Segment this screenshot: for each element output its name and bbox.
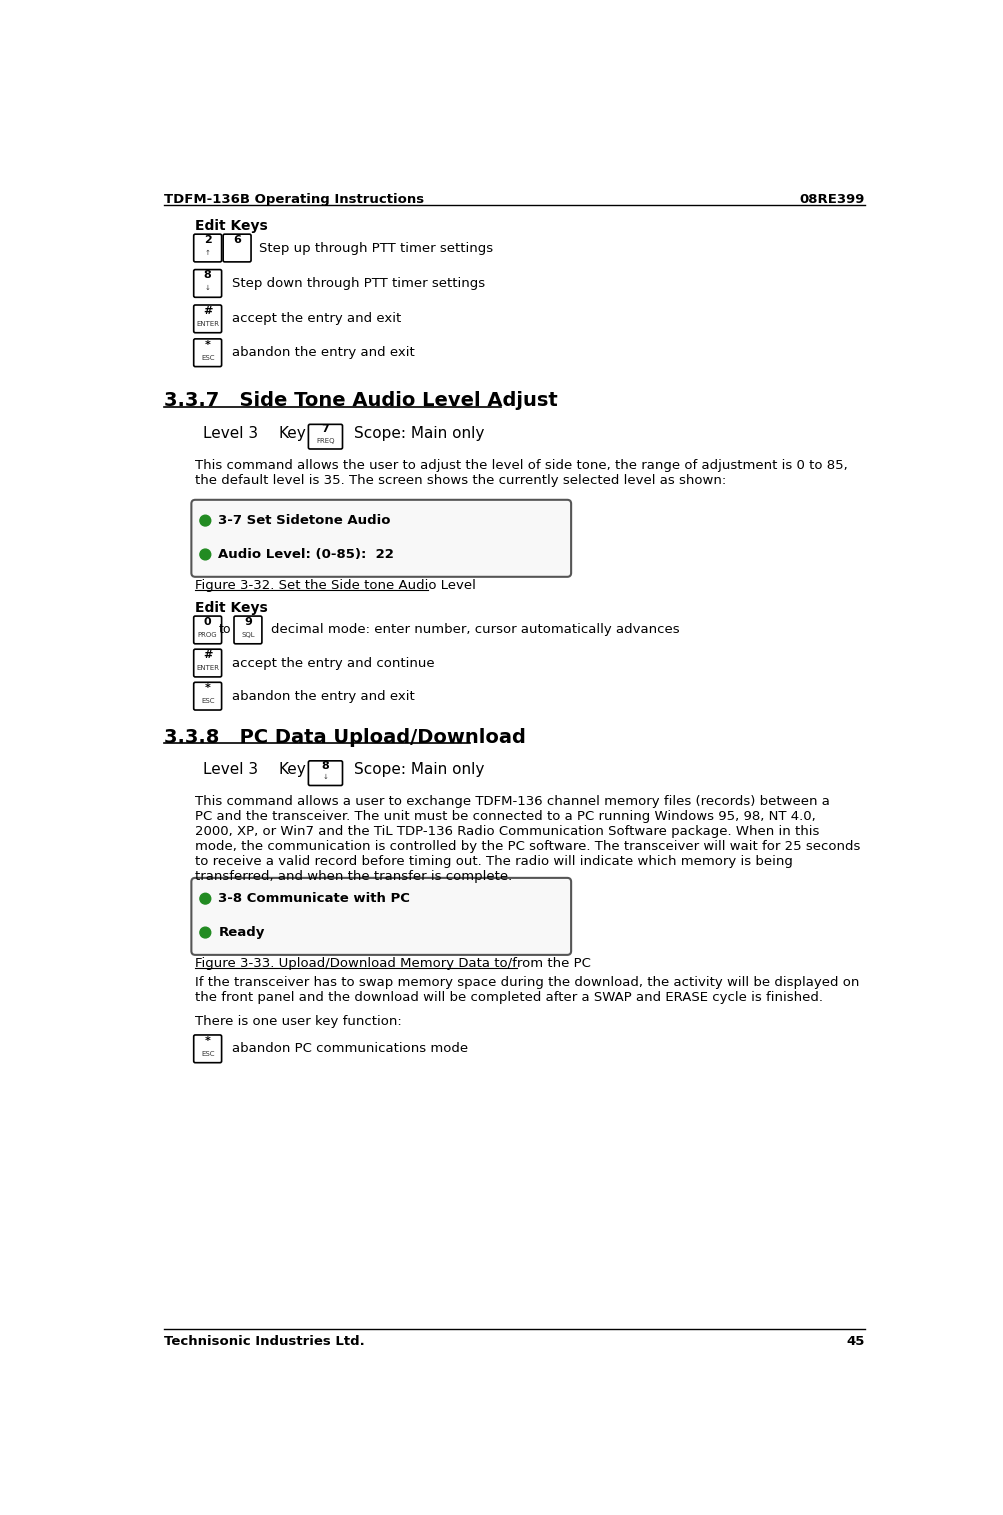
Text: 3.3.7   Side Tone Audio Level Adjust: 3.3.7 Side Tone Audio Level Adjust (164, 391, 558, 411)
FancyBboxPatch shape (308, 761, 342, 785)
Text: 8: 8 (204, 271, 212, 280)
Text: #: # (203, 306, 212, 317)
Text: ↓: ↓ (322, 774, 328, 780)
Text: PROG: PROG (198, 632, 218, 638)
Text: If the transceiver has to swap memory space during the download, the activity wi: If the transceiver has to swap memory sp… (195, 977, 859, 1004)
Text: Level 3: Level 3 (203, 762, 258, 777)
Text: decimal mode: enter number, cursor automatically advances: decimal mode: enter number, cursor autom… (271, 624, 679, 636)
Text: Edit Keys: Edit Keys (195, 218, 268, 233)
Text: accept the entry and continue: accept the entry and continue (233, 656, 434, 670)
FancyBboxPatch shape (194, 339, 222, 367)
Text: 0: 0 (204, 617, 212, 627)
Text: 08RE399: 08RE399 (798, 194, 864, 206)
FancyBboxPatch shape (308, 424, 342, 448)
Text: Figure 3-33. Upload/Download Memory Data to/from the PC: Figure 3-33. Upload/Download Memory Data… (195, 957, 591, 970)
Text: to: to (219, 624, 231, 636)
Text: 45: 45 (846, 1335, 864, 1348)
Circle shape (200, 548, 211, 561)
FancyBboxPatch shape (192, 500, 571, 577)
Text: Scope: Main only: Scope: Main only (354, 426, 484, 441)
FancyBboxPatch shape (192, 877, 571, 954)
Circle shape (200, 927, 211, 938)
Text: FREQ: FREQ (316, 438, 334, 444)
Text: 9: 9 (244, 617, 252, 627)
Circle shape (200, 515, 211, 526)
Text: ESC: ESC (201, 1051, 215, 1056)
FancyBboxPatch shape (194, 650, 222, 677)
Text: 3.3.8   PC Data Upload/Download: 3.3.8 PC Data Upload/Download (164, 727, 526, 747)
Text: accept the entry and exit: accept the entry and exit (233, 312, 401, 326)
Text: Technisonic Industries Ltd.: Technisonic Industries Ltd. (164, 1335, 365, 1348)
Text: Scope: Main only: Scope: Main only (354, 762, 484, 777)
FancyBboxPatch shape (234, 617, 262, 644)
Text: Audio Level: (0-85):  22: Audio Level: (0-85): 22 (219, 548, 394, 561)
Text: Step down through PTT timer settings: Step down through PTT timer settings (233, 277, 485, 289)
FancyBboxPatch shape (194, 682, 222, 711)
Text: 2: 2 (204, 235, 212, 245)
Text: 3-7 Set Sidetone Audio: 3-7 Set Sidetone Audio (219, 514, 390, 527)
Text: 3-8 Communicate with PC: 3-8 Communicate with PC (219, 892, 410, 904)
Text: Figure 3-32. Set the Side tone Audio Level: Figure 3-32. Set the Side tone Audio Lev… (195, 579, 475, 592)
Text: Key: Key (279, 426, 306, 441)
Text: abandon the entry and exit: abandon the entry and exit (233, 347, 415, 359)
Text: abandon the entry and exit: abandon the entry and exit (233, 689, 415, 703)
Circle shape (200, 894, 211, 904)
Text: abandon PC communications mode: abandon PC communications mode (233, 1042, 468, 1056)
Text: #: # (203, 650, 212, 661)
FancyBboxPatch shape (194, 617, 222, 644)
Text: Level 3: Level 3 (203, 426, 258, 441)
Text: *: * (205, 683, 211, 694)
Text: 8: 8 (321, 761, 329, 771)
Text: *: * (205, 339, 211, 350)
Text: There is one user key function:: There is one user key function: (195, 1015, 401, 1029)
Text: Edit Keys: Edit Keys (195, 600, 268, 615)
Text: Step up through PTT timer settings: Step up through PTT timer settings (259, 241, 492, 255)
Text: TDFM-136B Operating Instructions: TDFM-136B Operating Instructions (164, 194, 424, 206)
Text: ↓: ↓ (205, 285, 211, 291)
Text: ESC: ESC (201, 355, 215, 361)
Text: ESC: ESC (201, 698, 215, 704)
FancyBboxPatch shape (194, 270, 222, 297)
Text: This command allows a user to exchange TDFM-136 channel memory files (records) b: This command allows a user to exchange T… (195, 795, 860, 883)
Text: Ready: Ready (219, 926, 265, 939)
Text: Key: Key (279, 762, 306, 777)
FancyBboxPatch shape (194, 1035, 222, 1062)
Text: ↑: ↑ (205, 250, 211, 256)
Text: ENTER: ENTER (196, 665, 219, 671)
FancyBboxPatch shape (194, 235, 222, 262)
Text: *: * (205, 1036, 211, 1045)
Text: 7: 7 (321, 424, 329, 435)
Text: This command allows the user to adjust the level of side tone, the range of adju: This command allows the user to adjust t… (195, 459, 848, 486)
FancyBboxPatch shape (194, 305, 222, 333)
Text: ENTER: ENTER (196, 321, 219, 327)
Text: SQL: SQL (241, 632, 255, 638)
FancyBboxPatch shape (223, 235, 251, 262)
Text: 6: 6 (233, 235, 241, 245)
